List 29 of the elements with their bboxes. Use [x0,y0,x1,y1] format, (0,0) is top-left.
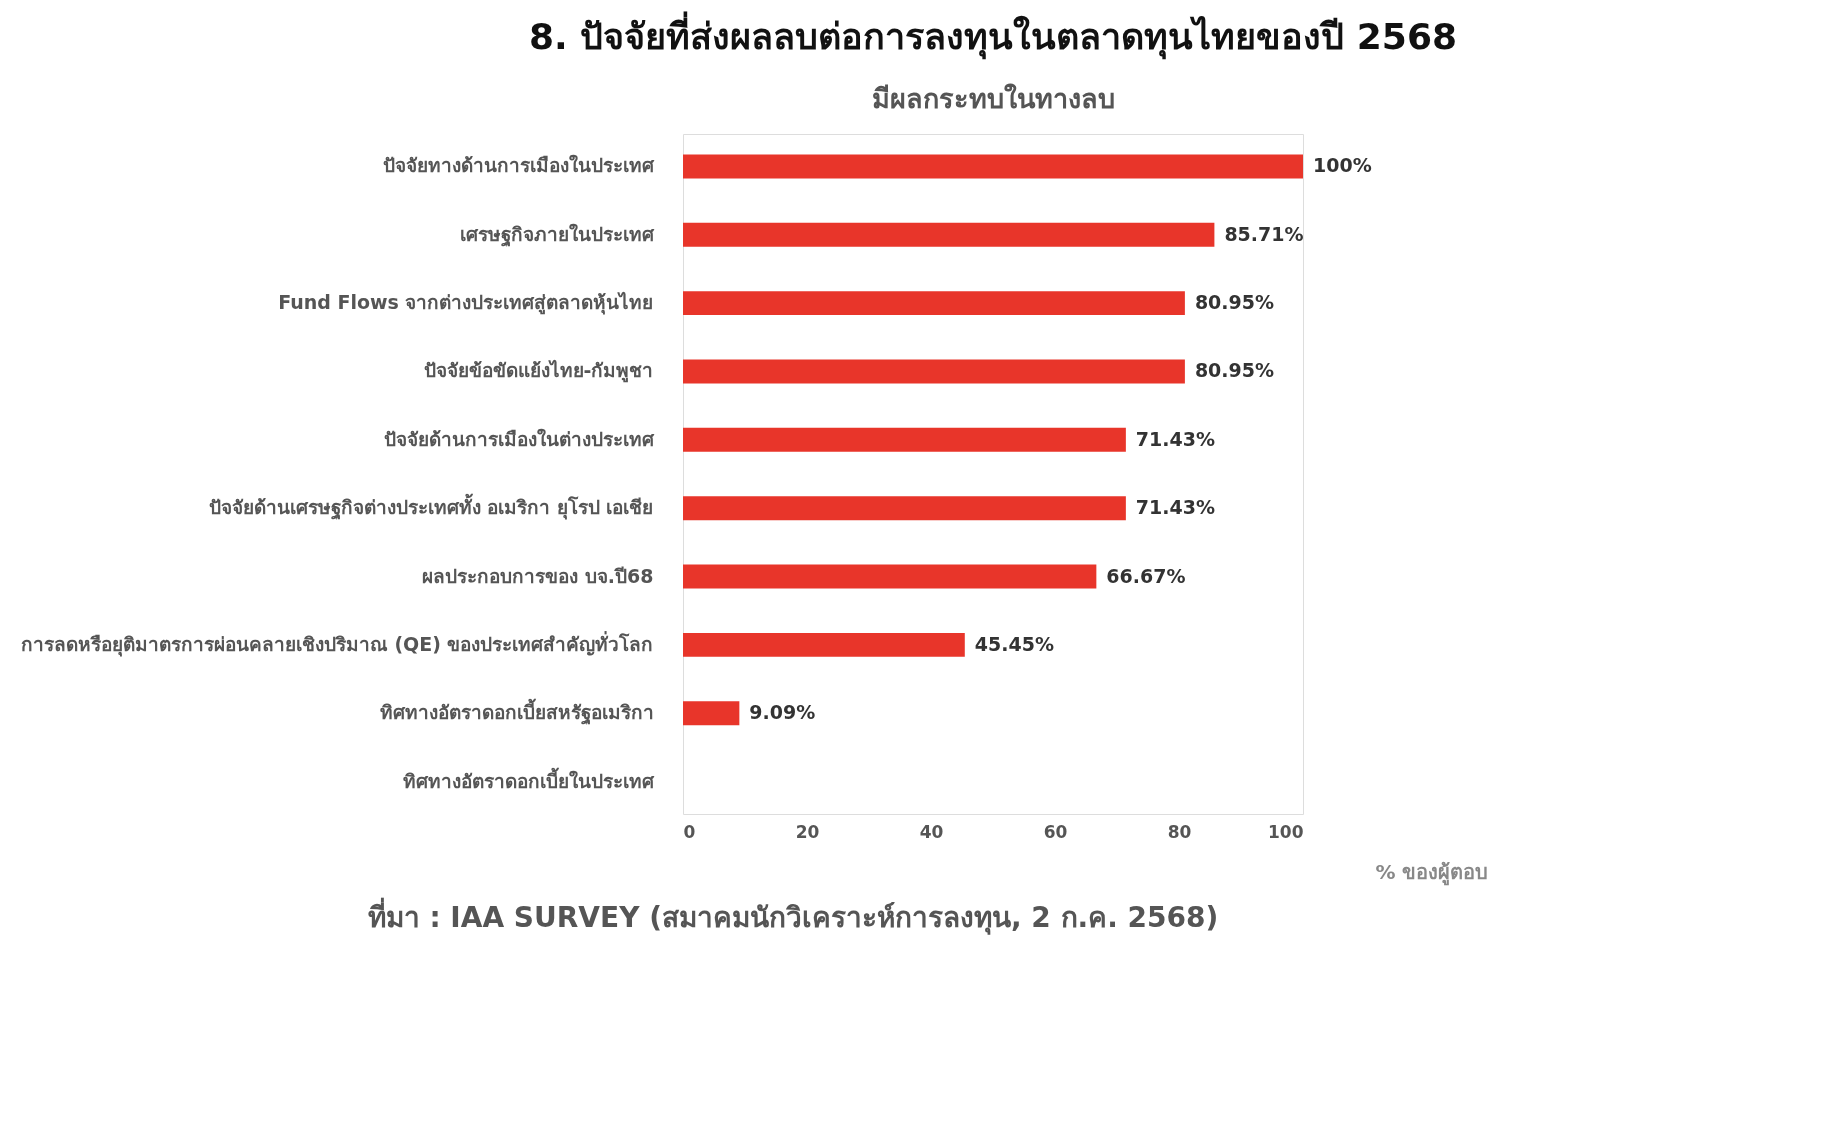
y-tick-label: ปัจจัยด้านเศรษฐกิจต่างประเทศทั้ง อเมริกา ยุโรป เอเชีย [208,493,654,522]
data-label: 71.43% [1135,427,1216,450]
x-tick-label: 0 [683,821,696,842]
data-label: 66.67% [1106,564,1186,587]
data-label: 80.95% [1194,291,1275,314]
data-label: 85.71% [1224,222,1304,245]
y-tick-label: ปัจจัยด้านการเมืองในต่างประเทศ [383,427,655,450]
data-label: 71.43% [1135,496,1216,519]
x-axis-title: % ของผู้ตอบ [1375,859,1489,886]
x-tick-label: 40 [919,821,944,842]
data-label: 9.09% [749,701,816,724]
y-tick-label: ปัจจัยทางด้านการเมืองในประเทศ [382,154,655,177]
x-tick-label: 60 [1043,821,1068,842]
x-tick-label: 80 [1167,821,1192,842]
y-tick-label: ปัจจัยข้อขัดแย้งไทย-กัมพูชา [423,359,654,384]
y-tick-label: การลดหรือยุติมาตรการผ่อนคลายเชิงปริมาณ (QE) ของประเทศสำคัญทั่วโลก [20,630,654,657]
chart-subtitle: มีผลกระทบในทางลบ [871,83,1115,114]
text: ที่มา : IAA SURVEY (สมาคมนักวิเคราะห์การลงทุน, 2 ก.ค. 2568) [367,897,1219,935]
y-tick-label: ทิศทางอัตราดอกเบี้ยในประเทศ [402,766,655,792]
data-label: 100% [1313,154,1372,177]
y-tick-label: ผลประกอบการของ บจ.ปี68 [422,564,654,587]
data-label: 80.95% [1194,359,1275,382]
y-tick-label: ทิศทางอัตราดอกเบี้ยสหรัฐอเมริกา [379,698,654,727]
x-tick-label: 100 [1268,821,1304,842]
data-label: 45.45% [974,632,1054,655]
y-tick-label: Fund Flows จากต่างประเทศสู่ตลาดหุ้นไทย [278,291,654,316]
chart-title: 8. ปัจจัยที่ส่งผลลบต่อการลงทุนในตลาดทุนไทยของปี 2568 [529,11,1457,60]
y-tick-label: เศรษฐกิจภายในประเทศ [459,222,655,248]
x-tick-label: 20 [795,821,820,842]
